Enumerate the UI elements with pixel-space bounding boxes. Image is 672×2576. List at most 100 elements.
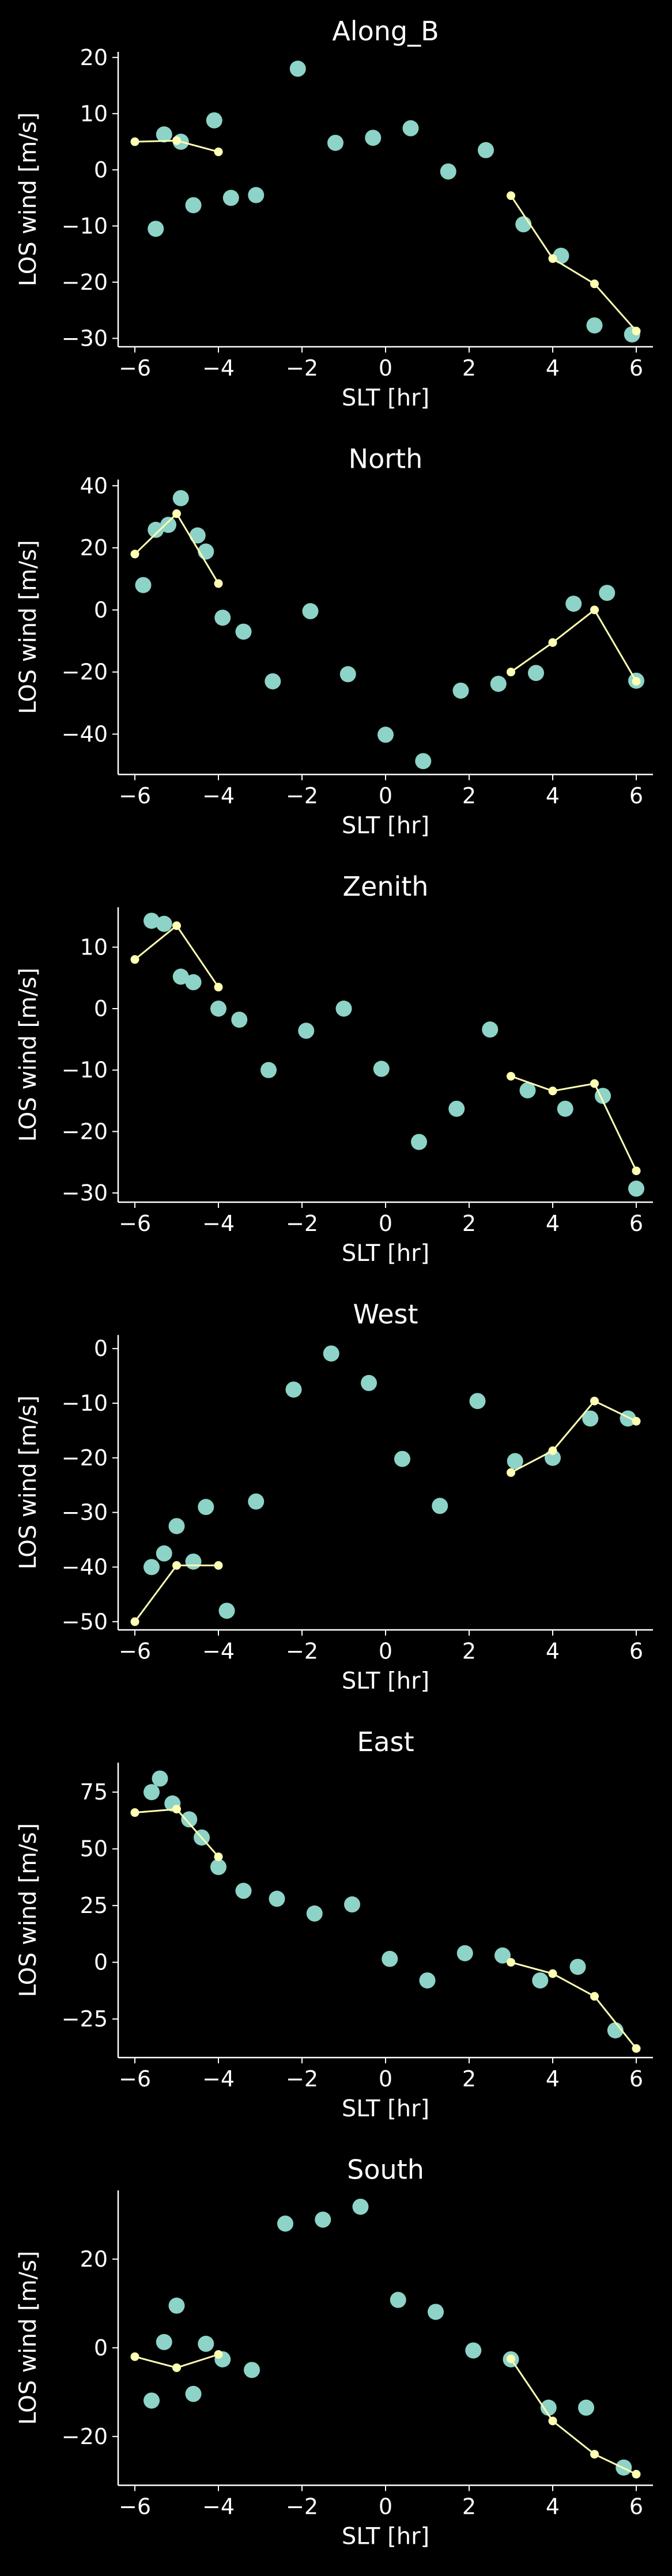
model-point bbox=[214, 2350, 223, 2359]
model-point bbox=[632, 2469, 641, 2479]
x-tick-label: −4 bbox=[202, 2066, 235, 2092]
y-tick-label: 0 bbox=[94, 1950, 108, 1975]
model-point bbox=[548, 1446, 557, 1456]
model-point bbox=[632, 1166, 641, 1176]
data-point bbox=[465, 2342, 482, 2359]
panel-east: East −6 −4 −2 0 2 4 6 −25 0 25 50 75 SLT [hr] LOS wind… bbox=[15, 1726, 653, 2122]
model-point bbox=[548, 2416, 557, 2426]
x-tick-label: −4 bbox=[202, 1639, 235, 1664]
y-tick-label: −20 bbox=[62, 270, 108, 295]
x-tick-label: −6 bbox=[119, 783, 151, 809]
data-point bbox=[599, 585, 616, 601]
data-point bbox=[156, 126, 172, 143]
x-axis-label: SLT [hr] bbox=[342, 813, 429, 839]
panel-title: Along_B bbox=[332, 16, 439, 47]
x-axis-label: SLT [hr] bbox=[342, 2524, 429, 2550]
x-axis-label: SLT [hr] bbox=[342, 2096, 429, 2122]
data-point bbox=[185, 974, 202, 991]
data-point bbox=[323, 1345, 339, 1362]
y-tick-label: −20 bbox=[62, 660, 108, 685]
y-tick-label: 50 bbox=[80, 1836, 108, 1862]
y-tick-label: −20 bbox=[62, 2424, 108, 2449]
data-point bbox=[160, 517, 176, 533]
y-tick-label: −10 bbox=[62, 1391, 108, 1416]
model-point bbox=[214, 147, 223, 157]
data-point bbox=[557, 1100, 573, 1117]
model-point bbox=[507, 668, 515, 677]
data-point bbox=[156, 2333, 172, 2350]
model-point bbox=[172, 1561, 181, 1570]
model-point bbox=[548, 1969, 557, 1978]
data-point bbox=[569, 1958, 586, 1975]
data-point bbox=[428, 2304, 444, 2320]
y-tick-label: 10 bbox=[80, 101, 108, 126]
x-axis-label: SLT [hr] bbox=[342, 385, 429, 411]
y-tick-label: 20 bbox=[80, 45, 108, 70]
data-point bbox=[210, 1001, 226, 1017]
x-tick-label: 2 bbox=[462, 783, 476, 809]
data-point bbox=[528, 665, 544, 681]
data-point bbox=[553, 248, 569, 264]
y-tick-label: −40 bbox=[62, 1554, 108, 1579]
data-point bbox=[298, 1022, 315, 1039]
x-tick-label: −6 bbox=[119, 1639, 151, 1664]
model-point bbox=[130, 2352, 139, 2361]
data-point bbox=[390, 2291, 406, 2308]
model-line bbox=[511, 1075, 637, 1172]
data-point bbox=[628, 1180, 644, 1197]
x-tick-label: 4 bbox=[546, 1211, 560, 1236]
data-point bbox=[172, 968, 189, 985]
data-point bbox=[172, 490, 189, 506]
data-point bbox=[198, 1499, 214, 1516]
data-point bbox=[152, 1770, 168, 1787]
y-tick-label: −20 bbox=[62, 1445, 108, 1471]
panel-title: Zenith bbox=[343, 871, 429, 902]
data-point bbox=[373, 1060, 390, 1077]
model-point bbox=[590, 1992, 599, 2001]
model-point bbox=[548, 1086, 557, 1096]
panel-title: North bbox=[349, 444, 423, 475]
data-point bbox=[144, 1559, 160, 1575]
data-point bbox=[185, 197, 202, 214]
model-point bbox=[632, 1416, 641, 1426]
x-tick-label: 6 bbox=[629, 1639, 643, 1664]
data-point bbox=[494, 1947, 511, 1964]
data-point bbox=[185, 2385, 202, 2402]
y-tick-label: 40 bbox=[80, 473, 108, 498]
x-tick-label: 0 bbox=[379, 783, 392, 809]
data-point bbox=[289, 60, 306, 77]
data-point bbox=[452, 682, 469, 699]
data-point bbox=[198, 2335, 214, 2352]
data-point bbox=[206, 112, 222, 128]
data-point bbox=[582, 1410, 599, 1427]
data-point bbox=[248, 1493, 265, 1510]
model-point bbox=[590, 279, 599, 289]
x-tick-label: −2 bbox=[286, 2066, 318, 2092]
data-point bbox=[532, 1972, 549, 1989]
x-tick-label: −4 bbox=[202, 2494, 235, 2520]
x-tick-label: 6 bbox=[629, 783, 643, 809]
model-point bbox=[214, 1852, 223, 1861]
x-tick-label: −2 bbox=[286, 2494, 318, 2520]
model-line bbox=[510, 1400, 637, 1473]
data-point bbox=[218, 1603, 235, 1619]
data-point bbox=[148, 521, 164, 538]
x-tick-label: −2 bbox=[286, 1639, 318, 1664]
model-point bbox=[172, 1805, 181, 1814]
x-tick-label: −6 bbox=[119, 2066, 151, 2092]
data-point bbox=[156, 915, 172, 932]
data-point bbox=[235, 623, 252, 640]
model-point bbox=[548, 638, 557, 647]
x-tick-label: 6 bbox=[629, 355, 643, 381]
x-tick-label: 6 bbox=[629, 2494, 643, 2520]
data-point bbox=[394, 1450, 410, 1467]
x-tick-label: −2 bbox=[286, 1211, 318, 1236]
panel-title: West bbox=[353, 1299, 418, 1330]
data-point bbox=[315, 2211, 331, 2228]
model-point bbox=[632, 2044, 641, 2053]
